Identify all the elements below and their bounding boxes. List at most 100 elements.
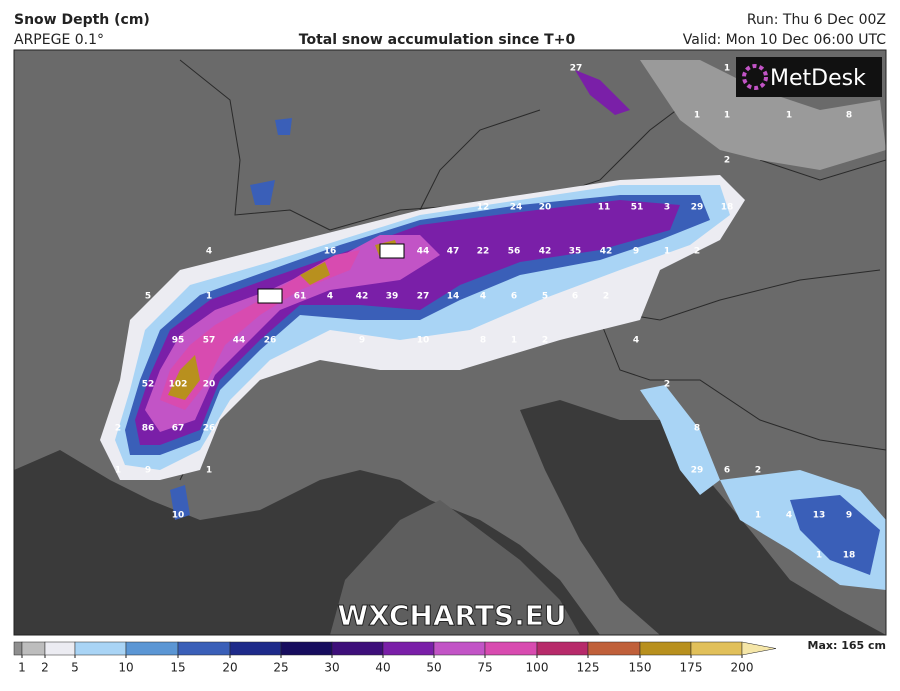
map-label: 2 bbox=[664, 380, 670, 390]
map-label: 1 bbox=[724, 64, 730, 74]
map-label: 10 bbox=[417, 336, 430, 346]
max-box bbox=[257, 288, 283, 304]
map-label: 9 bbox=[846, 511, 852, 521]
legend-swatch bbox=[229, 641, 282, 656]
map-label: 35 bbox=[569, 247, 582, 257]
map-label: 16 bbox=[324, 247, 337, 257]
legend-swatch bbox=[639, 641, 692, 656]
legend-tick-label: 175 bbox=[680, 661, 703, 675]
map-label: 2 bbox=[542, 336, 548, 346]
map-label: 1 bbox=[206, 292, 212, 302]
legend-swatch bbox=[125, 641, 179, 656]
legend-tick-label: 100 bbox=[526, 661, 549, 675]
map-label: 8 bbox=[480, 336, 486, 346]
legend-swatch bbox=[44, 641, 76, 656]
legend-tick-label: 2 bbox=[41, 661, 49, 675]
map-label: 8 bbox=[846, 111, 852, 121]
map-label: 6 bbox=[572, 292, 578, 302]
map-label: 6 bbox=[511, 292, 517, 302]
map-label: 20 bbox=[203, 380, 216, 390]
snow-field bbox=[100, 60, 886, 590]
legend-swatch bbox=[484, 641, 538, 656]
legend-tick-label: 75 bbox=[477, 661, 492, 675]
legend-tick-label: 20 bbox=[222, 661, 237, 675]
map-label: 14 bbox=[447, 292, 460, 302]
legend-swatch bbox=[536, 641, 589, 656]
watermark: WXCHARTS.EU bbox=[337, 599, 566, 632]
map-label: 13 bbox=[813, 511, 826, 521]
title: Snow Depth (cm) bbox=[14, 12, 150, 28]
map-label: 4 bbox=[786, 511, 792, 521]
map-label: 44 bbox=[233, 336, 246, 346]
map-label: 20 bbox=[539, 203, 552, 213]
valid: Valid: Mon 10 Dec 06:00 UTC bbox=[683, 32, 886, 48]
map-label: 4 bbox=[327, 292, 333, 302]
sea bbox=[520, 400, 886, 635]
map-label: 133 bbox=[383, 247, 402, 257]
legend-tick-label: 1 bbox=[18, 661, 26, 675]
map-label: 2 bbox=[115, 424, 121, 434]
map-label: 9 bbox=[145, 466, 151, 476]
map-label: 57 bbox=[203, 336, 216, 346]
map-frame bbox=[13, 49, 887, 636]
map-label: 4 bbox=[633, 336, 639, 346]
legend-tick-label: 5 bbox=[71, 661, 79, 675]
map-label: 51 bbox=[631, 203, 644, 213]
map-label: 4 bbox=[480, 292, 486, 302]
legend-arrow bbox=[741, 641, 777, 656]
legend-swatch bbox=[587, 641, 641, 656]
map-label: 42 bbox=[600, 247, 613, 257]
run: Run: Thu 6 Dec 00Z bbox=[747, 12, 886, 28]
map-label: 67 bbox=[172, 424, 185, 434]
legend-swatch bbox=[21, 641, 46, 656]
map-label: 9 bbox=[359, 336, 365, 346]
map-label: 56 bbox=[508, 247, 521, 257]
map-label: 42 bbox=[356, 292, 369, 302]
legend: Max: 165 cm 1 2 5 10 15 20 25 30 40 50 75 100 125 150… bbox=[13, 639, 886, 675]
map-label: 26 bbox=[264, 336, 277, 346]
map-label: 95 bbox=[172, 336, 185, 346]
legend-tick-label: 125 bbox=[577, 661, 600, 675]
max-box bbox=[379, 243, 405, 259]
map-label: 12 bbox=[477, 203, 490, 213]
map-label: 11 bbox=[598, 203, 611, 213]
map-label: 27 bbox=[417, 292, 430, 302]
map-label: 24 bbox=[510, 203, 523, 213]
map-label: 29 bbox=[691, 466, 704, 476]
map-label: 52 bbox=[142, 380, 155, 390]
legend-swatch bbox=[690, 641, 743, 656]
logo-text: MetDesk bbox=[770, 66, 866, 91]
map-label: 1 bbox=[786, 111, 792, 121]
legend-swatch bbox=[74, 641, 127, 656]
legend-tick-label: 15 bbox=[170, 661, 185, 675]
map-label: 10 bbox=[172, 511, 185, 521]
map-label: 1 bbox=[511, 336, 517, 346]
map-label: 1 bbox=[694, 111, 700, 121]
legend-swatch bbox=[331, 641, 384, 656]
land bbox=[330, 500, 580, 635]
map-label: 1 bbox=[206, 466, 212, 476]
map-label: 1 bbox=[755, 511, 761, 521]
map-label: 22 bbox=[477, 247, 490, 257]
map-label: 61 bbox=[294, 292, 307, 302]
map-label: 26 bbox=[203, 424, 216, 434]
map-label: 5 bbox=[542, 292, 548, 302]
map-label: 1 bbox=[664, 247, 670, 257]
map-label: 27 bbox=[570, 64, 583, 74]
map-label: 2 bbox=[694, 247, 700, 257]
legend-tick-label: 200 bbox=[731, 661, 754, 675]
legend-tick-label: 150 bbox=[629, 661, 652, 675]
map-label: 18 bbox=[721, 203, 734, 213]
map-label: 6 bbox=[724, 466, 730, 476]
legend-swatch bbox=[280, 641, 333, 656]
legend-max: Max: 165 cm bbox=[808, 639, 886, 652]
legend-tick-label: 50 bbox=[426, 661, 441, 675]
legend-tick-label: 30 bbox=[324, 661, 339, 675]
legend-tick-label: 25 bbox=[273, 661, 288, 675]
map-label: 29 bbox=[691, 203, 704, 213]
map-label: 5 bbox=[145, 292, 151, 302]
legend-tick-label: 10 bbox=[118, 661, 133, 675]
